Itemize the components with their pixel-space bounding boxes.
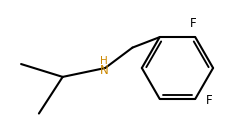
Text: H: H xyxy=(100,56,108,66)
Text: F: F xyxy=(190,17,197,30)
Text: N: N xyxy=(100,64,109,78)
Text: F: F xyxy=(206,94,212,107)
